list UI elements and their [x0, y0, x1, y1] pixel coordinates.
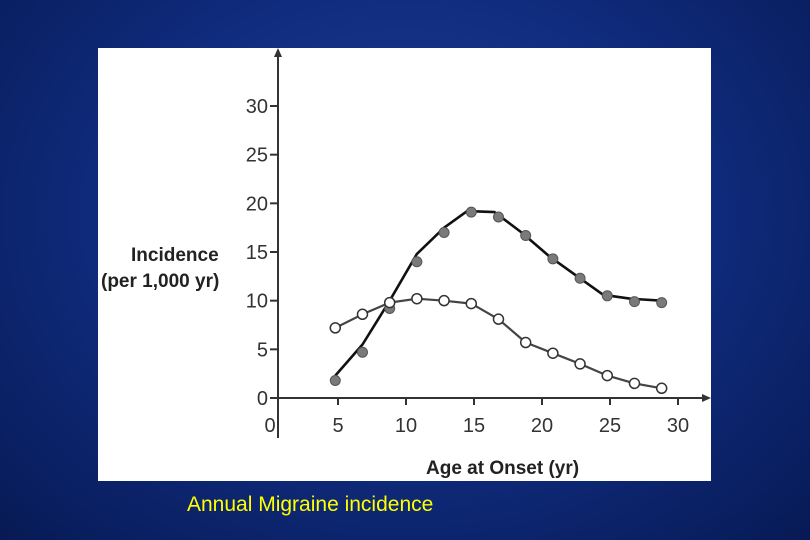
y-axis-title-line1: Incidence	[131, 245, 219, 266]
y-axis-title-line2: (per 1,000 yr)	[101, 271, 219, 292]
x-tick-label: 15	[463, 415, 485, 437]
data-point-filled	[520, 229, 532, 241]
chart-panel: 0 5 10 15 20 25 30 0 5 10 15 20 25 30 Incidence (per …	[98, 48, 711, 481]
axes: 0 5 10 15 20 25 30 0 5 10 15 20 25 30	[246, 48, 711, 438]
data-point-open	[438, 294, 450, 307]
y-tick-label: 0	[257, 388, 268, 410]
data-point-open	[547, 347, 559, 359]
y-tick-label: 25	[246, 145, 268, 167]
data-point-filled	[329, 374, 341, 386]
y-tick-label: 30	[246, 96, 268, 118]
y-tick-label: 20	[246, 193, 268, 215]
data-point-open	[601, 369, 614, 382]
data-point-filled	[465, 206, 477, 218]
data-point-open	[411, 292, 423, 305]
data-point-filled	[411, 256, 423, 268]
series-layer	[329, 206, 668, 395]
data-point-open	[628, 377, 641, 390]
y-tick-label: 10	[246, 291, 268, 313]
y-tick-label: 15	[246, 242, 268, 264]
data-point-filled	[356, 346, 368, 358]
x-tick-label: 30	[667, 415, 689, 437]
caption: Annual Migraine incidence	[187, 493, 434, 516]
x-tick-label: 5	[332, 415, 343, 437]
y-tick-label: 5	[257, 339, 268, 361]
data-point-open	[492, 313, 505, 325]
series-line-filled-markers	[334, 209, 662, 377]
data-point-open	[356, 308, 369, 321]
chart-svg: 0 5 10 15 20 25 30 0 5 10 15 20 25 30 Incidence (per …	[101, 48, 711, 479]
data-point-filled	[656, 297, 668, 309]
x-axis-arrow	[702, 394, 711, 402]
data-point-open	[465, 297, 478, 310]
x-axis-title: Age at Onset (yr)	[426, 458, 579, 479]
x-tick-label: 0	[264, 415, 275, 437]
x-tick-label: 10	[395, 415, 417, 437]
data-point-filled	[601, 290, 613, 302]
data-point-open	[329, 322, 342, 334]
data-point-open	[383, 296, 396, 309]
data-point-filled	[438, 227, 450, 239]
y-axis-arrow	[274, 48, 282, 57]
data-point-filled	[492, 211, 504, 223]
data-point-filled	[628, 296, 640, 308]
data-point-open	[655, 382, 668, 395]
x-tick-label: 25	[599, 415, 621, 437]
data-point-open	[519, 336, 532, 349]
data-point-filled	[547, 253, 559, 265]
data-point-filled	[574, 272, 586, 284]
data-point-open	[574, 358, 586, 370]
x-tick-label: 20	[531, 415, 553, 437]
